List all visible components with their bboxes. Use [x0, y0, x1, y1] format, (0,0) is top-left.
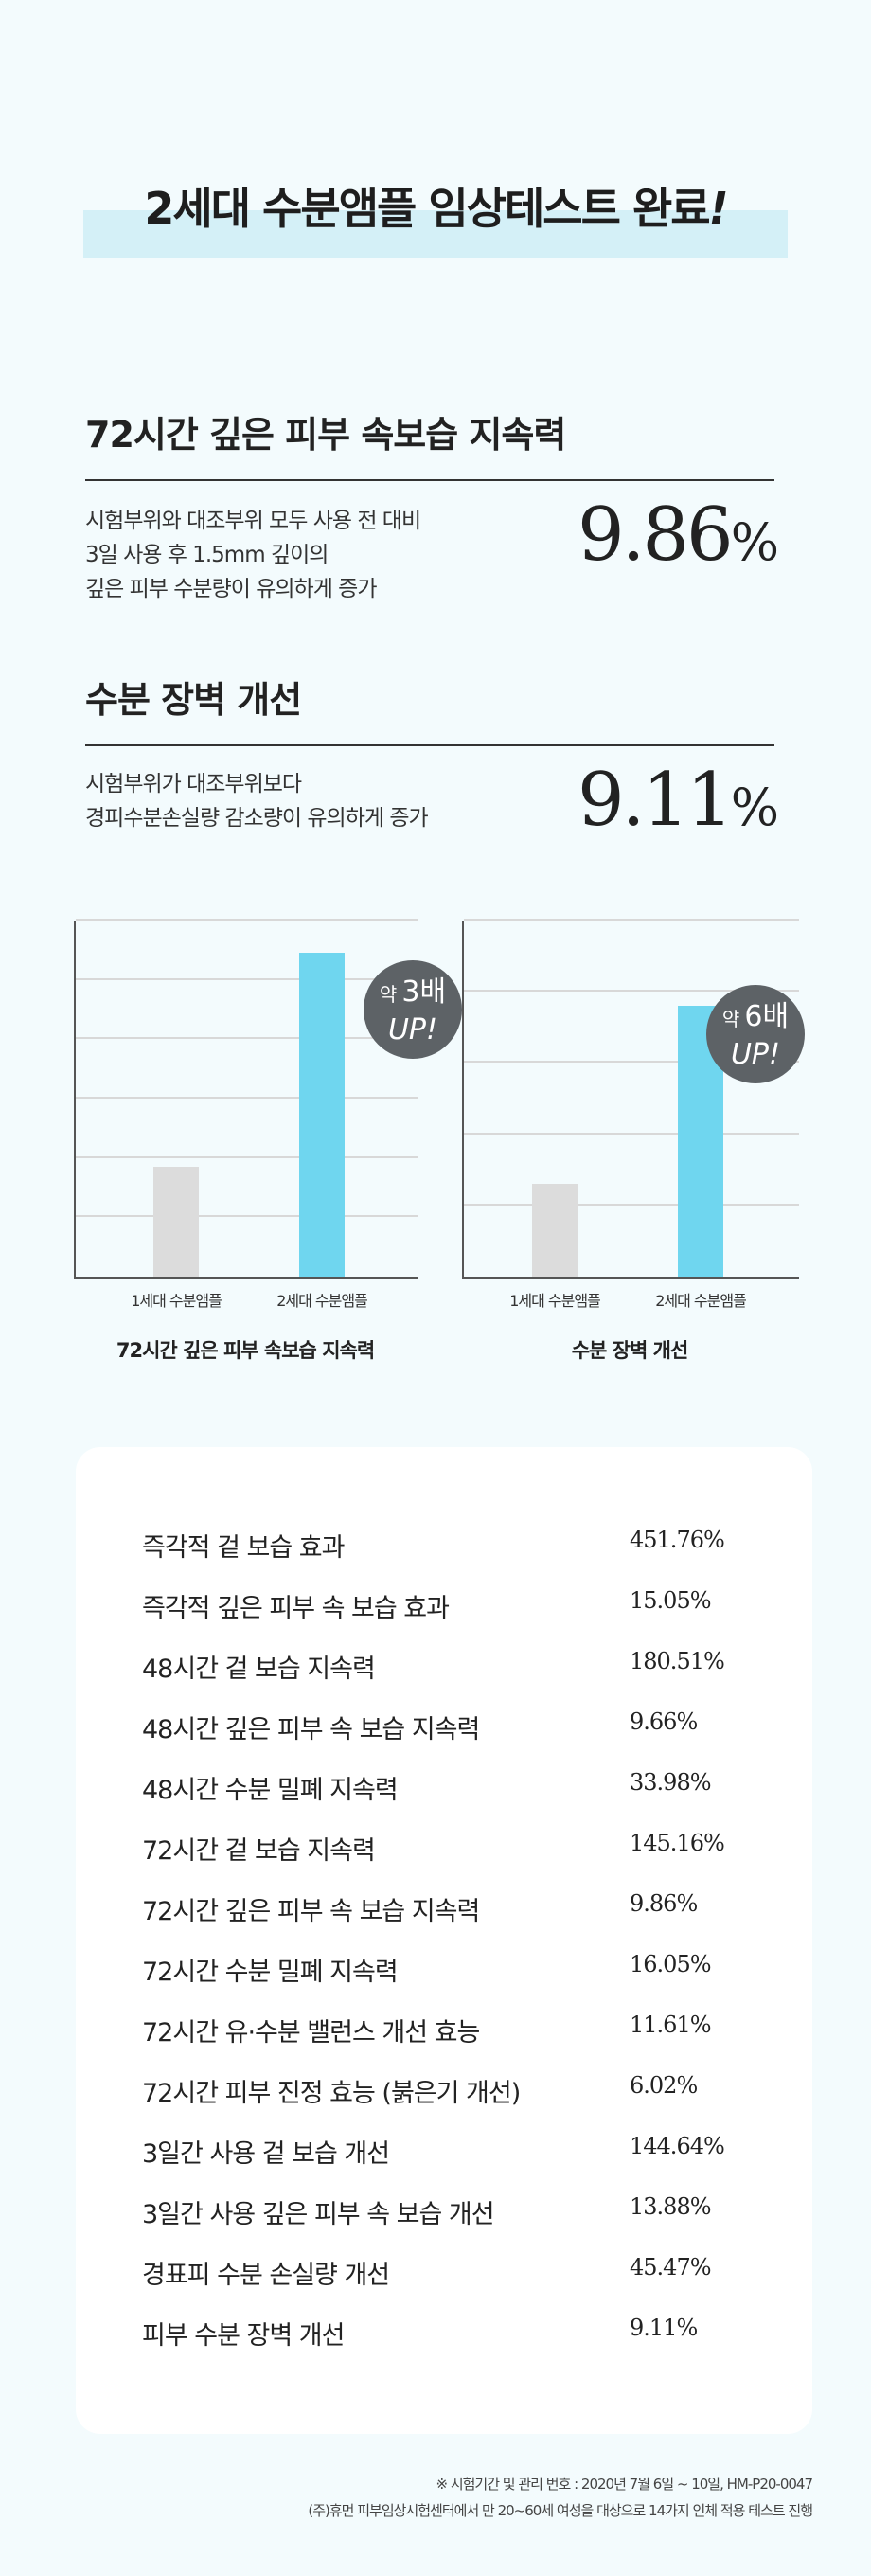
result-label: 72시간 수분 밀폐 지속력 [142, 1958, 399, 1987]
result-label: 3일간 사용 겉 보습 개선 [142, 2139, 390, 2169]
result-row: 48시간 깊은 피부 속 보습 지속력 9.66% [142, 1708, 748, 1746]
result-row: 72시간 수분 밀폐 지속력 16.05% [142, 1951, 748, 1989]
result-value: 145.16% [630, 1830, 725, 1856]
result-value: 180.51% [630, 1648, 725, 1674]
gridline [76, 1097, 418, 1099]
result-label: 경표피 수분 손실량 개선 [142, 2261, 390, 2290]
result-label: 48시간 겉 보습 지속력 [142, 1655, 376, 1684]
result-row: 3일간 사용 깊은 피부 속 보습 개선 13.88% [142, 2193, 748, 2231]
chart-moisture-barrier: 약 6배 UP! 1세대 수분앰플 2세대 수분앰플 [462, 919, 805, 1310]
gridline [464, 990, 799, 993]
result-label: 피부 수분 장벽 개선 [142, 2321, 345, 2351]
result-value: 144.64% [630, 2133, 725, 2159]
result-row: 72시간 깊은 피부 속 보습 지속력 9.86% [142, 1890, 748, 1928]
result-label: 72시간 피부 진정 효능 (붉은기 개선) [142, 2079, 521, 2108]
result-label: 3일간 사용 깊은 피부 속 보습 개선 [142, 2200, 495, 2229]
badge-6x-up: 약 6배 UP! [706, 985, 805, 1083]
bar-gen2 [299, 953, 345, 1277]
result-row: 경표피 수분 손실량 개선 45.47% [142, 2254, 748, 2292]
result-label: 즉각적 깊은 피부 속 보습 효과 [142, 1594, 450, 1623]
result-label: 즉각적 겉 보습 효과 [142, 1533, 345, 1563]
result-label: 72시간 겉 보습 지속력 [142, 1836, 376, 1866]
badge-3x-up: 약 3배 UP! [364, 960, 462, 1059]
tick-label-gen1: 1세대 수분앰플 [509, 1292, 601, 1310]
footnote-test-period: ※ 시험기간 및 관리 번호 : 2020년 7월 6일 ~ 10일, HM-P… [436, 2476, 813, 2493]
gridline [76, 1155, 418, 1158]
result-row: 72시간 유·수분 밸런스 개선 효능 11.61% [142, 2012, 748, 2049]
result-value: 45.47% [630, 2254, 712, 2281]
result-label: 48시간 수분 밀폐 지속력 [142, 1776, 399, 1805]
result-value: 6.02% [630, 2072, 698, 2099]
tick-label-gen2: 2세대 수분앰플 [655, 1292, 747, 1310]
result-label: 72시간 유·수분 밸런스 개선 효능 [142, 2018, 480, 2048]
section1-value: 9.86% [578, 492, 779, 578]
chart-title-moisture-barrier: 수분 장벽 개선 [571, 1339, 689, 1362]
section1-heading: 72시간 깊은 피부 속보습 지속력 [85, 414, 566, 456]
tick-label-gen1: 1세대 수분앰플 [131, 1292, 222, 1310]
chart-title-deep-moisture: 72시간 깊은 피부 속보습 지속력 [116, 1339, 375, 1362]
result-value: 9.11% [630, 2315, 698, 2341]
gridline [464, 1132, 799, 1135]
page-title: 2세대 수분앰플 임상테스트 완료! [144, 183, 728, 234]
gridline [464, 919, 799, 921]
result-row: 72시간 겉 보습 지속력 145.16% [142, 1830, 748, 1868]
tick-label-gen2: 2세대 수분앰플 [276, 1292, 368, 1310]
section2-heading: 수분 장벽 개선 [85, 679, 302, 721]
result-row: 48시간 수분 밀폐 지속력 33.98% [142, 1769, 748, 1807]
result-label: 72시간 깊은 피부 속 보습 지속력 [142, 1897, 480, 1926]
result-row: 72시간 피부 진정 효능 (붉은기 개선) 6.02% [142, 2072, 748, 2110]
result-row: 즉각적 겉 보습 효과 451.76% [142, 1527, 748, 1565]
bar-gen1 [153, 1167, 199, 1277]
gridline [76, 977, 418, 980]
title-highlight [83, 210, 788, 258]
gridline [76, 1215, 418, 1218]
gridline [464, 1061, 799, 1064]
result-value: 9.66% [630, 1708, 698, 1735]
result-row: 3일간 사용 겉 보습 개선 144.64% [142, 2133, 748, 2171]
result-row: 48시간 겉 보습 지속력 180.51% [142, 1648, 748, 1686]
results-card [76, 1447, 812, 2434]
section1-divider [85, 479, 774, 481]
result-row: 피부 수분 장벽 개선 9.11% [142, 2315, 748, 2352]
chart-deep-moisture: 약 3배 UP! 1세대 수분앰플 2세대 수분앰플 [74, 919, 462, 1310]
bar-gen1 [532, 1184, 578, 1277]
section2-description: 시험부위가 대조부위보다 경피수분손실량 감소량이 유의하게 증가 [85, 772, 429, 831]
result-row: 즉각적 깊은 피부 속 보습 효과 15.05% [142, 1587, 748, 1625]
section2-divider [85, 744, 774, 746]
result-value: 11.61% [630, 2012, 712, 2038]
result-value: 13.88% [630, 2193, 712, 2220]
result-value: 15.05% [630, 1587, 712, 1614]
result-value: 16.05% [630, 1951, 712, 1977]
footnote-test-center: (주)휴먼 피부임상시험센터에서 만 20~60세 여성을 대상으로 14가지 … [308, 2502, 813, 2519]
section1-description: 시험부위와 대조부위 모두 사용 전 대비 3일 사용 후 1.5mm 깊이의 … [85, 509, 421, 601]
gridline [464, 1203, 799, 1206]
section2-value: 9.11% [578, 758, 779, 843]
result-value: 33.98% [630, 1769, 712, 1796]
result-value: 451.76% [630, 1527, 725, 1553]
gridline [76, 919, 418, 921]
result-label: 48시간 깊은 피부 속 보습 지속력 [142, 1715, 480, 1744]
result-value: 9.86% [630, 1890, 698, 1917]
gridline [76, 1037, 418, 1040]
